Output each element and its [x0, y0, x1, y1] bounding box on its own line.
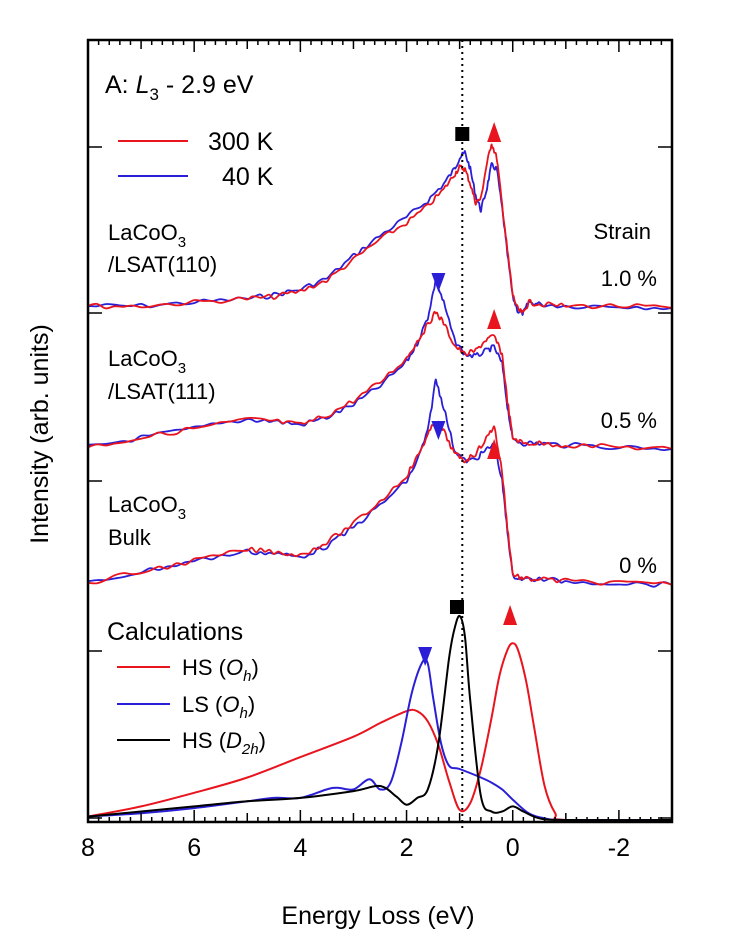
- calc-curve-2: [87, 614, 673, 822]
- strain-value-bulk: 0 %: [619, 553, 657, 578]
- marker-triangle-down-4: [431, 421, 446, 440]
- axes-frame: 8 6 4 2 0 -2: [81, 38, 674, 862]
- marker-triangle-up-5: [487, 439, 502, 459]
- measured-curve-0: [87, 143, 673, 314]
- strain-value-111: 0.5 %: [601, 408, 657, 433]
- marker-triangle-up-3: [487, 309, 502, 329]
- x-tick-label-3: 2: [400, 834, 414, 862]
- x-tick-label-0: 8: [81, 834, 95, 862]
- sample-label-bulk-compound: LaCoO3: [108, 492, 186, 523]
- marker-triangle-up-7: [503, 605, 518, 625]
- sample-label-111-substrate: /LSAT(111): [108, 379, 216, 404]
- x-axis-label: Energy Loss (eV): [281, 902, 474, 930]
- sample-label-110-compound: LaCoO3: [108, 220, 186, 251]
- sample-label-111-compound: LaCoO3: [108, 346, 186, 377]
- marker-square-0: [455, 127, 470, 141]
- x-tick-label-4: 0: [506, 834, 520, 862]
- legend-label-40k: 40 K: [222, 163, 274, 191]
- calc-legend-label-hs-d2h: HS (D2h): [182, 728, 266, 758]
- y-axis-label: Intensity (arb. units): [26, 324, 54, 544]
- sample-label-bulk: Bulk: [108, 525, 152, 550]
- sample-label-110-substrate: /LSAT(110): [108, 252, 217, 277]
- calc-curve-0: [87, 642, 673, 822]
- x-tick-label-5: -2: [608, 834, 630, 862]
- marker-triangle-down-8: [418, 647, 433, 666]
- marker-triangle-down-2: [431, 273, 446, 292]
- strain-value-110: 1.0 %: [601, 266, 657, 291]
- calc-curve-1: [87, 657, 673, 822]
- plot-frame: [86, 38, 674, 824]
- calc-legend-title: Calculations: [107, 618, 243, 646]
- curves-layer: [87, 143, 673, 822]
- chart-title: A: L3 - 2.9 eV: [105, 71, 254, 104]
- measured-curve-2: [87, 310, 673, 451]
- measured-curve-5: [87, 378, 673, 588]
- marker-triangle-up-1: [487, 122, 502, 142]
- legend-label-300k: 300 K: [208, 128, 274, 156]
- calc-legend-label-ls-oh: LS (Oh): [182, 692, 255, 722]
- marker-square-6: [449, 600, 464, 614]
- x-tick-label-1: 6: [187, 834, 201, 862]
- measured-curve-4: [87, 420, 673, 586]
- calc-legend-label-hs-oh: HS (Oh): [182, 655, 259, 685]
- x-tick-label-2: 4: [293, 834, 307, 862]
- strain-header: Strain: [594, 219, 651, 244]
- markers-layer: [418, 40, 518, 830]
